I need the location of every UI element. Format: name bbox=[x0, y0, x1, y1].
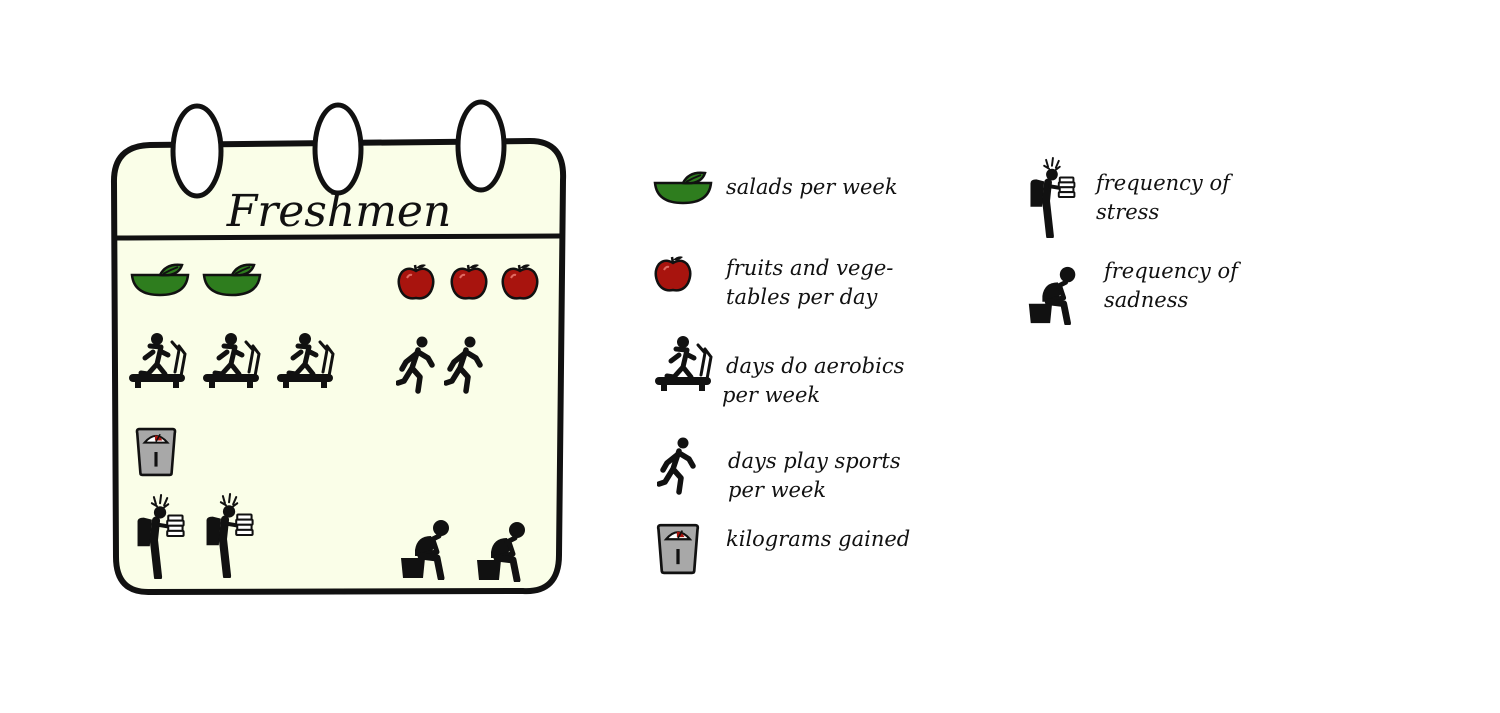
binder-ring bbox=[455, 99, 507, 193]
card-scale-icons bbox=[135, 427, 177, 477]
sad-person-icon bbox=[1029, 267, 1076, 323]
legend-label-line1: days do aerobics bbox=[726, 354, 905, 378]
binder-rings bbox=[170, 99, 507, 199]
card-header-divider bbox=[115, 233, 562, 241]
freshmen-card: Freshmen bbox=[110, 99, 567, 596]
runner-icon bbox=[659, 438, 693, 493]
treadmill-icon bbox=[655, 336, 711, 391]
legend-label-line1: frequency of bbox=[1102, 259, 1241, 283]
legend-item-fruit: fruits and vege- tables per day bbox=[654, 255, 893, 309]
fruit-icon bbox=[397, 263, 435, 300]
legend-label-line1: days play sports bbox=[728, 449, 901, 473]
legend-label: kilograms gained bbox=[726, 527, 910, 551]
fruit-icon bbox=[654, 255, 692, 292]
legend-item-aerobics: days do aerobics per week bbox=[655, 336, 905, 407]
legend-item-sadness: frequency of sadness bbox=[1029, 259, 1241, 323]
legend-item-sports: days play sports per week bbox=[659, 438, 901, 502]
legend-label-line1: fruits and vege- bbox=[724, 256, 893, 280]
legend: salads per week fruits and vege- tables … bbox=[653, 158, 1241, 575]
card-fruit-icons bbox=[397, 263, 539, 300]
legend-label-line2: sadness bbox=[1104, 288, 1188, 312]
legend-label-line2: tables per day bbox=[726, 285, 879, 309]
legend-item-scale: kilograms gained bbox=[656, 523, 910, 575]
binder-ring bbox=[312, 102, 364, 196]
binder-ring bbox=[170, 103, 224, 199]
scale-icon bbox=[656, 523, 700, 575]
card-title: Freshmen bbox=[226, 186, 452, 237]
legend-item-salad: salads per week bbox=[653, 171, 898, 205]
stressed-student-icon bbox=[1030, 158, 1074, 236]
legend-item-stress: frequency of stress bbox=[1030, 158, 1233, 236]
legend-label: salads per week bbox=[726, 175, 898, 199]
salad-icon bbox=[653, 171, 713, 205]
card-frame bbox=[110, 138, 567, 596]
legend-label-line2: per week bbox=[728, 478, 826, 502]
fruit-icon bbox=[501, 263, 539, 300]
legend-label-line2: stress bbox=[1096, 200, 1159, 224]
legend-label-line2: per week bbox=[722, 383, 820, 407]
legend-label-line1: frequency of bbox=[1094, 171, 1233, 195]
fruit-icon bbox=[450, 263, 488, 300]
scale-icon bbox=[135, 427, 177, 477]
